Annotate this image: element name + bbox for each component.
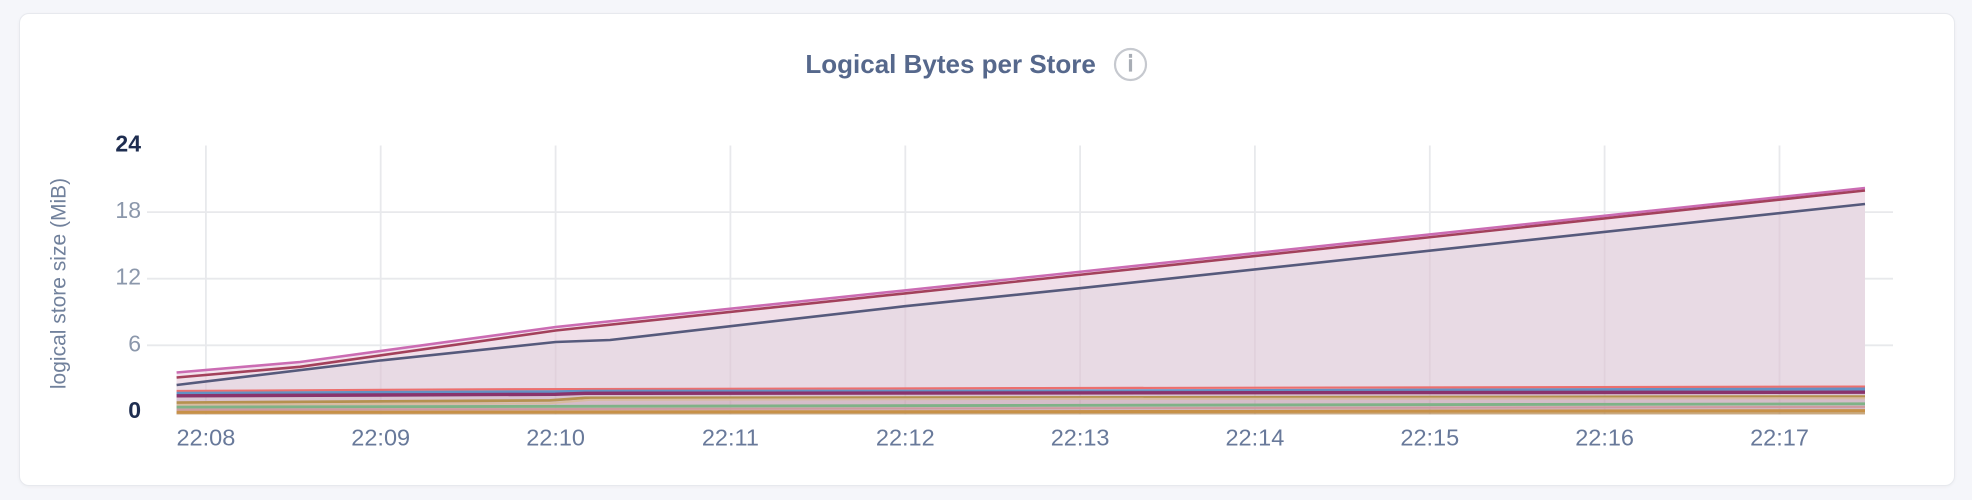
svg-text:18: 18 <box>115 197 141 223</box>
svg-text:22:11: 22:11 <box>702 425 759 451</box>
svg-text:22:16: 22:16 <box>1575 425 1634 451</box>
svg-text:0: 0 <box>128 397 141 423</box>
svg-text:logical store size (MiB): logical store size (MiB) <box>48 178 71 389</box>
svg-text:12: 12 <box>115 264 141 290</box>
svg-text:22:12: 22:12 <box>876 425 935 451</box>
svg-text:22:14: 22:14 <box>1225 425 1284 451</box>
svg-text:22:13: 22:13 <box>1051 425 1110 451</box>
svg-text:22:15: 22:15 <box>1400 425 1459 451</box>
svg-text:22:17: 22:17 <box>1750 425 1809 451</box>
svg-text:22:09: 22:09 <box>351 425 410 451</box>
svg-text:Logical Bytes per Store: Logical Bytes per Store <box>805 49 1095 79</box>
svg-text:24: 24 <box>115 131 141 157</box>
svg-text:22:08: 22:08 <box>176 425 235 451</box>
svg-text:6: 6 <box>128 330 141 356</box>
svg-text:22:10: 22:10 <box>526 425 585 451</box>
